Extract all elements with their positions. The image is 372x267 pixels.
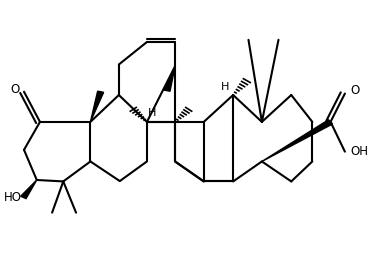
Text: HO: HO: [4, 191, 22, 204]
Text: O: O: [11, 83, 20, 96]
Polygon shape: [262, 120, 333, 162]
Text: OH: OH: [350, 145, 368, 158]
Polygon shape: [21, 180, 37, 199]
Polygon shape: [90, 91, 104, 122]
Polygon shape: [164, 66, 175, 91]
Text: O: O: [350, 84, 359, 97]
Text: H: H: [221, 83, 230, 92]
Text: H: H: [148, 108, 156, 118]
